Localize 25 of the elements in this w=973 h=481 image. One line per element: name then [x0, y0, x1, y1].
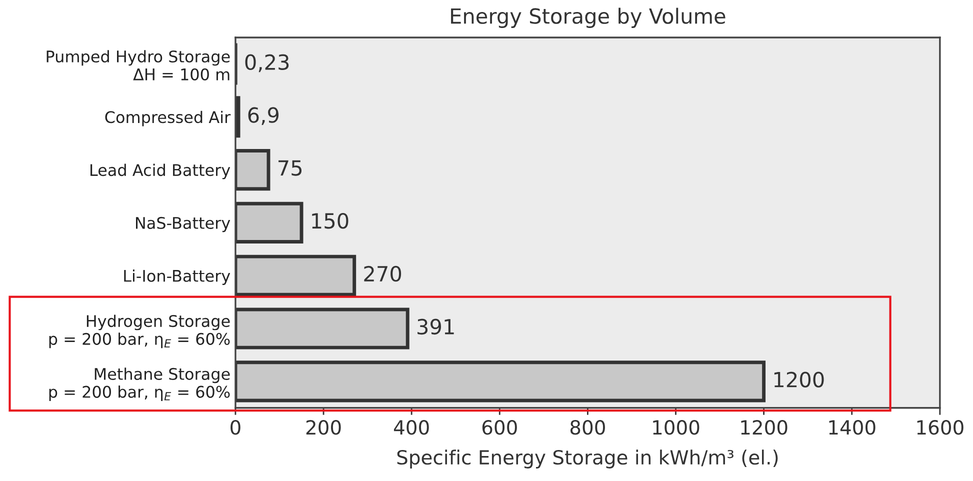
data-label: 150 — [312, 212, 348, 229]
y-tick-label: Pumped Hydro Storage ΔH = 100 m — [46, 50, 230, 80]
y-tick-label: Methane Storage p = 200 bar, η$_{E}$ = 60% — [49, 368, 230, 401]
data-label: 391 — [418, 318, 454, 335]
y-tick-label: NaS-Battery — [136, 216, 230, 232]
x-tick-label: 1400 — [829, 420, 876, 435]
data-label: 0,23 — [245, 54, 289, 72]
data-label: 1200 — [774, 372, 824, 388]
x-tick-label: 600 — [482, 420, 517, 435]
x-tick-label: 400 — [394, 420, 429, 435]
x-tick-label: 200 — [306, 420, 341, 435]
y-tick-label: Lead Acid Battery — [90, 164, 230, 180]
y-tick-label: Compressed Air — [105, 110, 231, 126]
data-label: 6,9 — [248, 107, 279, 126]
x-tick-label: 1000 — [653, 420, 700, 435]
y-tick-label: Hydrogen Storage p = 200 bar, η$_{E}$ = 60% — [49, 314, 230, 348]
x-tick-label: 800 — [570, 420, 605, 435]
data-label: 270 — [364, 266, 402, 282]
x-tick-label: 1200 — [741, 420, 788, 435]
x-tick-label: 1600 — [917, 420, 964, 435]
data-label: 75 — [278, 160, 302, 176]
x-tick-label: 0 — [230, 420, 240, 435]
x-axis-title: Specific Energy Storage in kWh/m³ (el.) — [397, 450, 778, 468]
chart-title: Energy Storage by Volume — [451, 8, 726, 28]
y-tick-label: Li-Ion-Battery — [124, 270, 230, 286]
